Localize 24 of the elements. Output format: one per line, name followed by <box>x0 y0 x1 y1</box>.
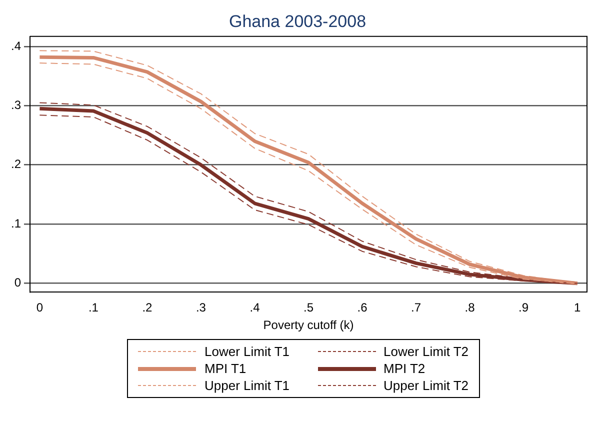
y-tick-label: .4 <box>10 38 22 53</box>
legend-label: Upper Limit T1 <box>204 378 290 393</box>
x-tick-label: .2 <box>142 300 153 315</box>
y-tick-label: .1 <box>10 216 22 230</box>
x-tick-label: .1 <box>88 300 99 315</box>
x-tick-label: .9 <box>518 300 529 315</box>
legend-label: Lower Limit T1 <box>204 344 290 359</box>
y-tick-label: 0 <box>14 276 22 290</box>
y-tick-label: .3 <box>10 98 22 112</box>
chart-title: Ghana 2003-2008 <box>228 12 366 31</box>
legend-label: Upper Limit T2 <box>384 378 469 393</box>
x-axis-title: Poverty cutoff (k) <box>263 318 354 332</box>
x-tick-label: .6 <box>357 300 368 315</box>
x-tick-label: .4 <box>250 300 260 315</box>
legend-label: MPI T2 <box>384 361 426 376</box>
y-tick-label: .2 <box>10 157 22 172</box>
x-tick-label: 0 <box>36 300 44 315</box>
x-tick-label: .5 <box>303 300 314 315</box>
x-tick-label: 1 <box>574 300 581 315</box>
x-tick-label: .7 <box>411 300 422 315</box>
legend-label: Lower Limit T2 <box>384 344 469 359</box>
legend-label: MPI T1 <box>204 361 246 376</box>
x-tick-label: .8 <box>464 300 476 315</box>
x-tick-label: .3 <box>196 300 206 315</box>
